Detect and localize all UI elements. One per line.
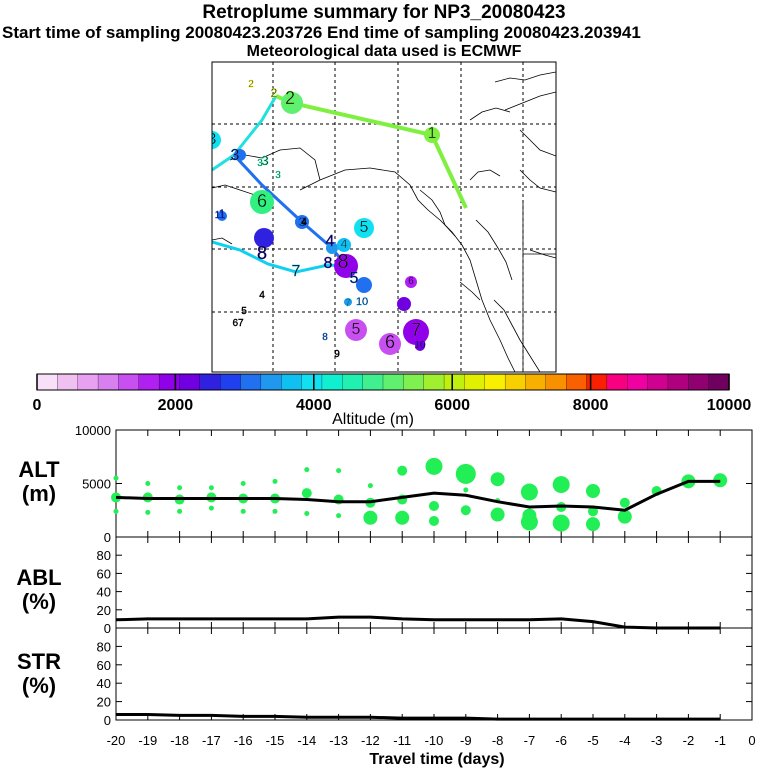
x-axis-label: Travel time (days) [369, 751, 504, 768]
altitude-cluster-point [367, 483, 373, 489]
altitude-cluster-point [463, 487, 469, 493]
abl-panel-label: ABL (%) [16, 565, 62, 614]
altitude-cluster-point [113, 508, 119, 514]
y-tick-label: 0 [104, 713, 111, 728]
x-tick-label: -18 [170, 733, 189, 748]
altitude-cluster-point [240, 481, 246, 486]
altitude-cluster-point [490, 507, 505, 522]
y-tick-label: 60 [97, 566, 111, 581]
x-tick-label: -5 [587, 733, 599, 748]
altitude-cluster-point [208, 485, 214, 491]
altitude-cluster-point [113, 475, 119, 481]
mean-abl-line [115, 615, 721, 630]
altitude-cluster-point [336, 513, 342, 519]
x-tick-label: -3 [651, 733, 663, 748]
y-tick-label: 5000 [82, 477, 111, 492]
altitude-cluster-point [552, 514, 570, 532]
altitude-cluster-point [363, 510, 378, 525]
mean-str-line [116, 712, 721, 721]
altitude-cluster-point [520, 483, 538, 501]
sampling-time: Start time of sampling 20080423.203726 E… [2, 23, 641, 42]
y-tick-label: 60 [97, 658, 111, 673]
y-tick-label: 80 [97, 548, 111, 563]
altitude-cluster-point [586, 483, 600, 498]
met-data-source: Meteorological data used is ECMWF [246, 43, 522, 60]
y-tick-label: 40 [97, 585, 111, 600]
altitude-cluster-point [429, 500, 439, 511]
altitude-cluster-point [145, 481, 151, 486]
str-panel-label: STR (%) [17, 649, 61, 698]
altitude-cluster-point [397, 465, 408, 476]
x-tick-label: -2 [683, 733, 695, 748]
y-tick-label: 80 [97, 639, 111, 654]
alt-label-text: ALT [18, 457, 60, 482]
altitude-cluster-point [617, 509, 632, 524]
altitude-cluster-point [240, 508, 246, 514]
panel-alt: 0 5000 10000 [75, 423, 753, 545]
x-tick-label: -13 [329, 733, 348, 748]
altitude-cluster-point [490, 472, 505, 487]
str-label-text: STR [17, 649, 61, 674]
alt-panel-label: ALT (m) [18, 457, 60, 506]
altitude-cluster-point [460, 505, 471, 516]
altitude-cluster-point [272, 508, 278, 514]
mean-alt-line [115, 479, 721, 512]
altitude-cluster-point [586, 517, 600, 532]
y-tick-label: 0 [104, 530, 111, 545]
x-tick-label: -9 [460, 733, 472, 748]
y-tick-label: 20 [97, 603, 111, 618]
altitude-cluster-point [272, 478, 278, 484]
panel-abl: 0 20 40 60 80 [97, 536, 753, 636]
x-tick-label: -12 [361, 733, 380, 748]
altitude-cluster-point [177, 485, 183, 491]
altitude-cluster-point [304, 467, 310, 473]
x-tick-label: -15 [266, 733, 285, 748]
y-tick-label: 0 [104, 621, 111, 636]
x-tick-label: 0 [748, 733, 755, 748]
altitude-cluster-point [336, 468, 342, 474]
altitude-cluster-point [301, 488, 312, 499]
x-tick-label: -6 [555, 733, 567, 748]
altitude-cluster-point [304, 510, 310, 516]
x-tick-label: -1 [714, 733, 726, 748]
panel-str: 0 20 40 60 80 [97, 627, 753, 728]
altitude-cluster-point [619, 497, 630, 508]
altitude-cluster-point [455, 463, 476, 484]
altitude-cluster-point [177, 508, 183, 514]
y-tick-label: 40 [97, 676, 111, 691]
panel-frame [115, 627, 753, 721]
x-tick-label: -20 [107, 733, 126, 748]
x-tick-label: -14 [297, 733, 316, 748]
x-tick-label: -4 [619, 733, 631, 748]
altitude-cluster-point [588, 506, 598, 517]
x-tick-label: -11 [393, 733, 411, 748]
altitude-cluster-point [145, 509, 151, 515]
panel-frame [115, 536, 753, 629]
chart-title: Retroplume summary for NP3_20080423 [202, 2, 566, 23]
x-tick-label: -17 [202, 733, 221, 748]
abl-label-text: ABL [16, 565, 62, 590]
altitude-cluster-point [425, 457, 443, 475]
altitude-cluster-point [208, 505, 214, 511]
altitude-cluster-point [552, 476, 570, 494]
x-tick-label: -8 [492, 733, 504, 748]
altitude-cluster-point [395, 510, 410, 525]
y-tick-label: 20 [97, 695, 111, 710]
y-tick-label: 10000 [75, 423, 111, 438]
x-tick-label: -19 [138, 733, 157, 748]
altitude-cluster-point [429, 515, 439, 526]
x-tick-label: -10 [425, 733, 444, 748]
altitude-cluster-point [520, 513, 538, 531]
x-tick-label: -16 [234, 733, 253, 748]
x-tick-label: -7 [524, 733, 536, 748]
